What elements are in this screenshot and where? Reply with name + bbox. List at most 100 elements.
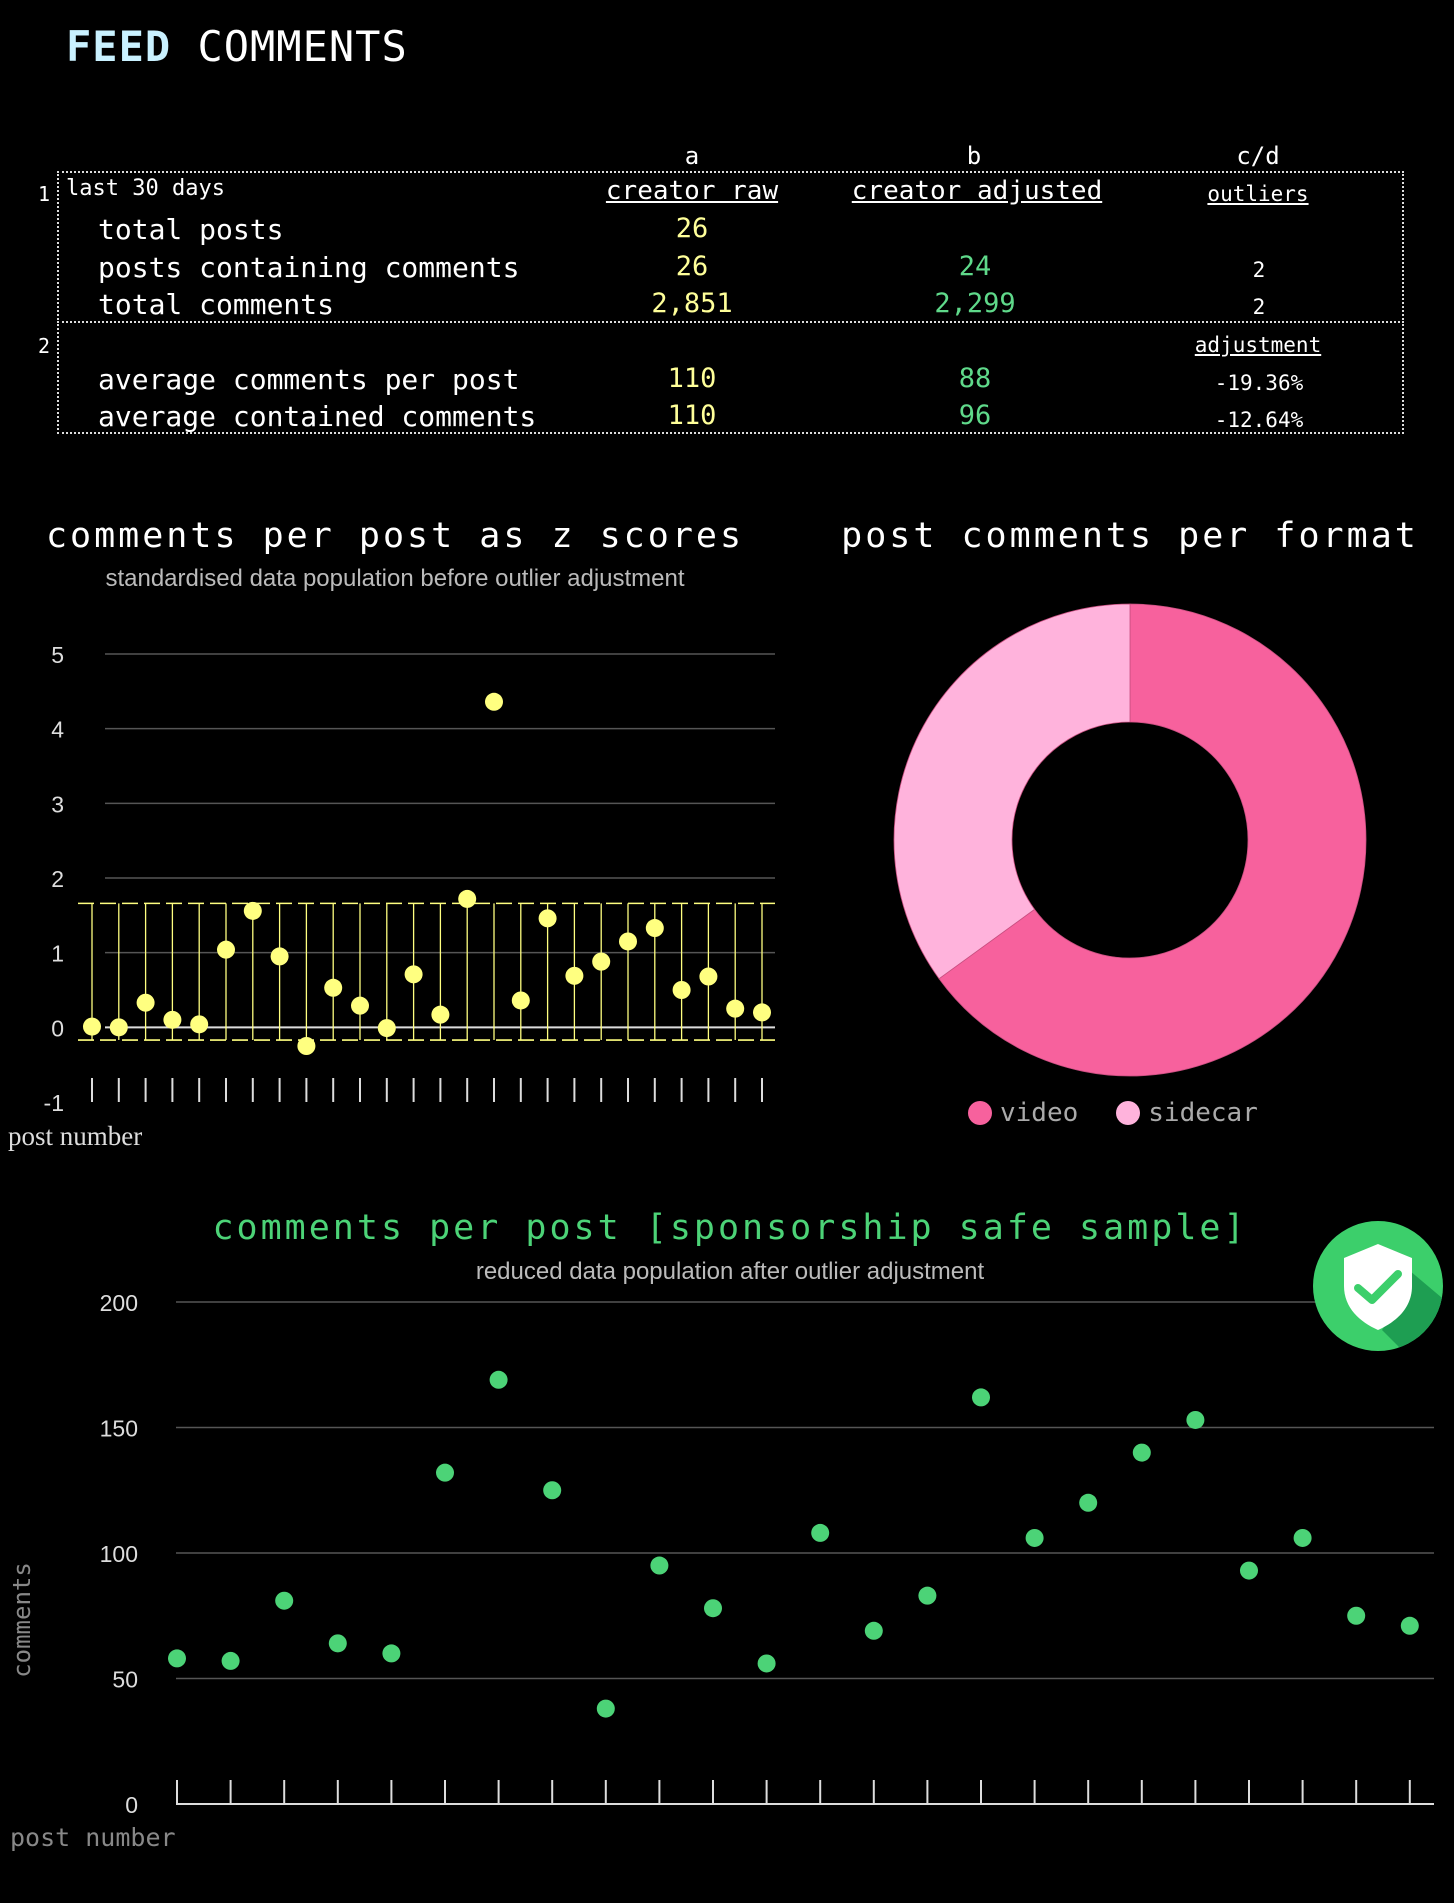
safe-sample-chart: 0 50 100 150 200 comments post number [8, 1290, 1434, 1852]
y-tick-label: 4 [51, 717, 64, 743]
row-label-posts-containing-comments: posts containing comments [98, 251, 520, 284]
data-point [565, 966, 584, 985]
data-point [972, 1388, 990, 1407]
col-label-creator-raw: creator raw [605, 176, 779, 206]
data-point [297, 1037, 316, 1055]
data-point [324, 978, 343, 997]
y-tick-label: -1 [44, 1090, 64, 1116]
y-tick-label: 5 [51, 642, 64, 668]
x-axis-label: post number [8, 1121, 142, 1151]
data-point [1347, 1606, 1366, 1625]
data-point [511, 991, 530, 1010]
avg-comments-adjusted: 88 [958, 363, 992, 394]
posts-containing-outliers: 2 [1252, 258, 1266, 282]
format-donut-chart [893, 603, 1367, 1077]
data-point [83, 1017, 101, 1036]
data-point [109, 1018, 128, 1037]
data-point [404, 965, 423, 984]
avg-comments-raw: 110 [667, 363, 717, 394]
avg-comments-adjustment: -19.36% [1214, 371, 1304, 395]
col-letter-cd: c/d [1236, 142, 1280, 170]
row-label-avg-contained-comments: average contained comments [98, 400, 537, 433]
data-point [726, 999, 745, 1018]
data-point [275, 1591, 294, 1610]
data-point [377, 1019, 396, 1038]
data-point [136, 993, 155, 1012]
data-point [699, 967, 718, 986]
data-point [190, 1015, 209, 1034]
y-tick-label: 100 [100, 1541, 138, 1567]
data-point [168, 1649, 186, 1668]
avg-contained-adjustment: -12.64% [1214, 408, 1304, 432]
safe-sample-chart-subtitle: reduced data population after outlier ad… [475, 1258, 985, 1285]
legend-item-sidecar: sidecar [1116, 1098, 1258, 1128]
y-tick-label: 0 [51, 1015, 64, 1041]
y-tick-label: 150 [100, 1416, 138, 1442]
data-point [436, 1463, 454, 1482]
y-tick-label: 2 [51, 866, 64, 892]
data-point [650, 1556, 669, 1575]
box-2-number: 2 [38, 334, 51, 358]
data-point [645, 919, 664, 938]
row-label-total-posts: total posts [98, 213, 284, 246]
donut-slice-video [938, 603, 1367, 1077]
y-tick-label: 1 [51, 941, 64, 967]
row-label-avg-comments-per-post: average comments per post [98, 363, 520, 396]
data-point [485, 692, 503, 711]
data-point [1186, 1410, 1205, 1429]
col-letter-a: a [684, 142, 700, 170]
data-point [1025, 1528, 1044, 1547]
y-tick-label: 3 [51, 791, 64, 817]
zscore-chart: -1 0 1 2 3 4 5 post number [8, 642, 775, 1151]
data-point [543, 1481, 562, 1500]
data-point [672, 981, 691, 999]
legend-swatch-sidecar [1116, 1101, 1141, 1125]
col-label-adjustment: adjustment [1194, 333, 1322, 357]
row-label-total-comments: total comments [98, 288, 335, 321]
legend-label-video: video [1000, 1098, 1079, 1128]
title-word-feed: FEED [66, 22, 172, 71]
y-axis-label: comments [8, 1562, 36, 1678]
y-tick-label: 0 [125, 1792, 138, 1818]
data-point [704, 1599, 722, 1618]
data-point [431, 1005, 450, 1024]
total-comments-adjusted: 2,299 [934, 288, 1016, 319]
y-tick-label: 200 [100, 1290, 138, 1316]
box-1-number: 1 [38, 182, 51, 206]
total-comments-outliers: 2 [1252, 295, 1266, 319]
data-point [1293, 1528, 1312, 1547]
data-point [1079, 1493, 1098, 1512]
col-letter-b: b [966, 142, 982, 170]
zscore-chart-title: comments per post as z scores [45, 516, 745, 556]
format-legend: video sidecar [968, 1098, 1258, 1128]
data-point [918, 1586, 937, 1605]
col-label-outliers: outliers [1207, 182, 1309, 206]
data-point [243, 901, 262, 920]
data-point [619, 932, 637, 951]
legend-swatch-video [968, 1101, 992, 1125]
format-chart-title: post comments per format [841, 516, 1419, 556]
data-point [1132, 1443, 1151, 1462]
period-label: last 30 days [66, 176, 225, 201]
data-point [270, 947, 289, 966]
zscore-chart-subtitle: standardised data population before outl… [105, 565, 685, 592]
data-point [1400, 1616, 1419, 1635]
data-point [811, 1523, 830, 1542]
data-point [328, 1634, 347, 1653]
data-point [458, 889, 477, 908]
avg-contained-raw: 110 [667, 400, 717, 431]
summary-box-2 [57, 321, 1404, 434]
data-point [864, 1621, 883, 1640]
data-point [592, 952, 611, 971]
data-point [596, 1699, 615, 1718]
data-point [757, 1654, 776, 1673]
legend-item-video: video [968, 1098, 1082, 1128]
x-axis-label: post number [10, 1823, 176, 1852]
shield-check-icon [1313, 1221, 1443, 1351]
col-label-creator-adjusted: creator adjusted [851, 176, 1103, 206]
data-point [221, 1651, 240, 1670]
data-point [753, 1003, 771, 1022]
avg-contained-adjusted: 96 [958, 400, 992, 431]
posts-containing-adjusted: 24 [958, 251, 992, 282]
total-comments-raw: 2,851 [651, 288, 733, 319]
